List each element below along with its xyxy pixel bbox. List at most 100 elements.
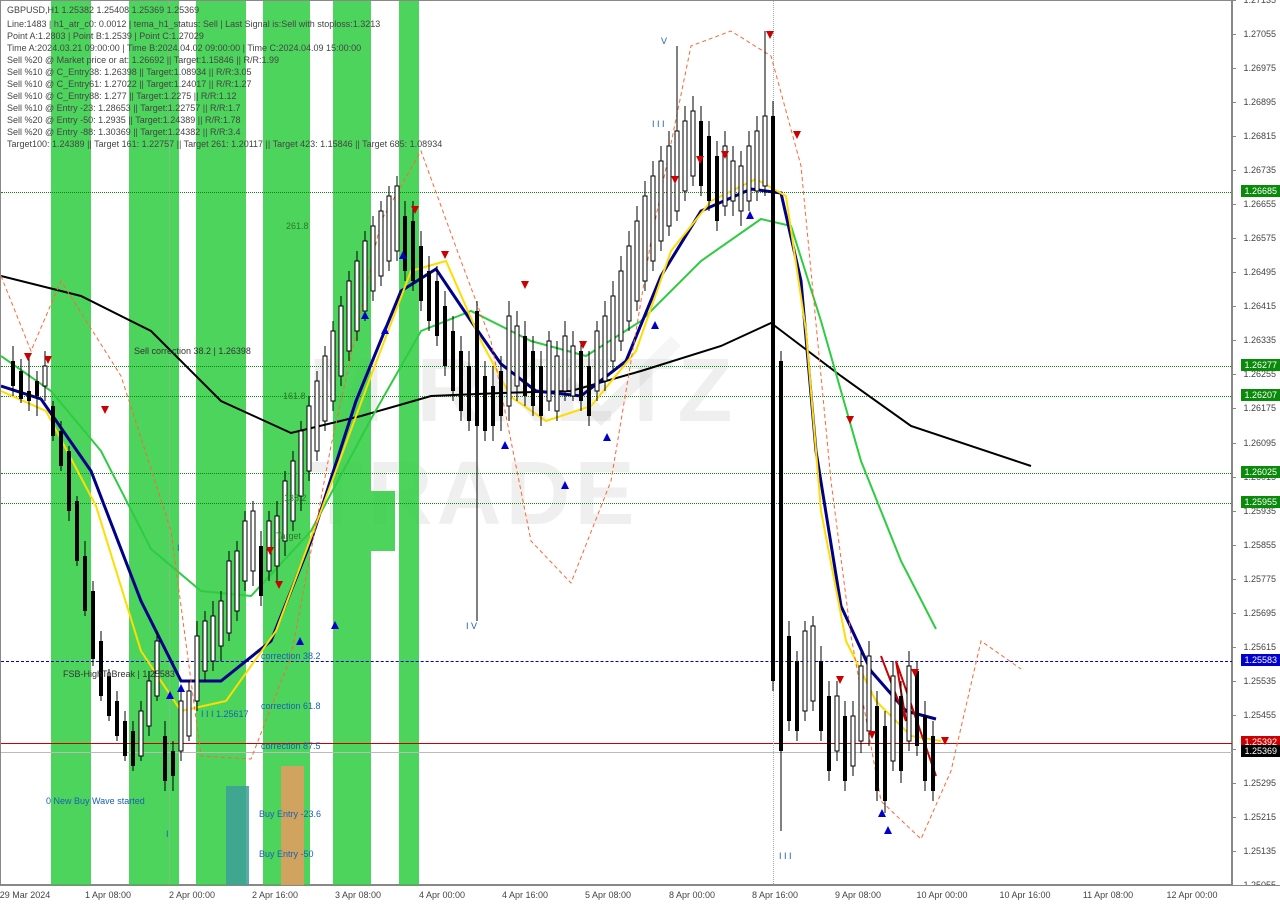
info-line: GBPUSD,H1 1.25382 1.25408 1.25369 1.2536…	[7, 5, 199, 15]
horizontal-level	[1, 473, 1233, 474]
y-tick-label: 1.26815	[1243, 131, 1276, 141]
arrow-down-icon	[275, 581, 283, 589]
x-tick-label: 5 Apr 08:00	[585, 890, 631, 900]
price-level-tag: 1.25955	[1241, 496, 1280, 508]
y-tick-label: 1.26735	[1243, 165, 1276, 175]
vertical-marker	[773, 1, 774, 886]
y-tick-label: 1.26175	[1243, 403, 1276, 413]
price-axis: 1.27135 1.27055 1.26975 1.26895 1.26815 1.267…	[1232, 0, 1280, 885]
info-line: Sell %20 @ Entry -50: 1.2935 || Target:1…	[7, 115, 240, 125]
info-line: Sell %10 @ Entry -23: 1.28653 || Target:…	[7, 103, 240, 113]
arrow-down-icon	[696, 156, 704, 164]
x-tick-label: 8 Apr 16:00	[752, 890, 798, 900]
arrow-down-icon	[766, 31, 774, 39]
y-tick-label: 1.26095	[1243, 438, 1276, 448]
chart-area[interactable]: M RKETZ TRADE 261.8161.8138.2Targetcorre…	[0, 0, 1232, 885]
y-tick-label: 1.25215	[1243, 812, 1276, 822]
x-tick-label: 1 Apr 08:00	[85, 890, 131, 900]
arrow-down-icon	[911, 669, 919, 677]
arrow-up-icon	[296, 637, 304, 645]
arrow-up-icon	[603, 433, 611, 441]
signal-zone-teal	[226, 786, 249, 886]
chart-label: 138.2	[284, 493, 307, 503]
chart-label: I I I	[652, 119, 665, 129]
x-tick-label: 8 Apr 00:00	[669, 890, 715, 900]
y-tick-label: 1.26895	[1243, 97, 1276, 107]
info-line: Point A:1.2803 | Point B:1.2539 | Point …	[7, 31, 204, 41]
arrow-down-icon	[266, 547, 274, 555]
price-level-tag: 1.25583	[1241, 654, 1280, 666]
arrow-up-icon	[884, 826, 892, 834]
chart-label: I	[177, 543, 180, 553]
chart-label: Buy Entry -23.6	[259, 809, 321, 819]
chart-label: Buy Entry -50	[259, 849, 314, 859]
arrow-down-icon	[793, 131, 801, 139]
chart-label: Sell correction 38.2 | 1.26398	[134, 346, 251, 356]
arrow-down-icon	[101, 406, 109, 414]
arrow-up-icon	[381, 326, 389, 334]
x-tick-label: 10 Apr 16:00	[999, 890, 1050, 900]
arrow-down-icon	[941, 737, 949, 745]
y-tick-label: 1.25535	[1243, 676, 1276, 686]
x-tick-label: 2 Apr 16:00	[252, 890, 298, 900]
horizontal-level	[1, 396, 1233, 397]
y-tick-label: 1.27055	[1243, 29, 1276, 39]
info-line: Sell %10 @ C_Entry61: 1.27022 || Target:…	[7, 79, 251, 89]
watermark-check-icon	[556, 331, 686, 431]
info-line: Sell %20 @ Market price or at: 1.26692 |…	[7, 55, 279, 65]
arrow-down-icon	[721, 151, 729, 159]
info-line: Sell %20 @ Entry -88: 1.30369 || Target:…	[7, 127, 240, 137]
chart-label: 161.8	[283, 391, 306, 401]
x-tick-label: 11 Apr 08:00	[1083, 890, 1133, 900]
arrow-down-icon	[846, 416, 854, 424]
x-tick-label: 29 Mar 2024	[0, 890, 50, 900]
arrow-up-icon	[878, 809, 886, 817]
info-line: Sell %10 @ C_Entry88: 1.277 || Target:1.…	[7, 91, 236, 101]
y-tick-label: 1.26415	[1243, 301, 1276, 311]
arrow-down-icon	[411, 206, 419, 214]
arrow-down-icon	[441, 251, 449, 259]
x-tick-label: 2 Apr 00:00	[169, 890, 215, 900]
info-line: Sell %10 @ C_Entry38: 1.26398 || Target:…	[7, 67, 251, 77]
arrow-down-icon	[579, 341, 587, 349]
price-level-tag: 1.26685	[1241, 185, 1280, 197]
info-line: Target100: 1.24389 || Target 161: 1.2275…	[7, 139, 442, 149]
arrow-up-icon	[399, 251, 407, 259]
arrow-down-icon	[868, 731, 876, 739]
y-tick-label: 1.25455	[1243, 710, 1276, 720]
x-tick-label: 3 Apr 08:00	[335, 890, 381, 900]
y-tick-label: 1.25135	[1243, 846, 1276, 856]
horizontal-level	[1, 752, 1233, 753]
time-axis: 29 Mar 2024 1 Apr 08:00 2 Apr 00:00 2 Apr 1…	[0, 885, 1280, 920]
signal-zone-green	[371, 491, 395, 551]
horizontal-level	[1, 366, 1233, 367]
x-tick-label: 9 Apr 08:00	[835, 890, 881, 900]
arrow-up-icon	[331, 621, 339, 629]
chart-label: V	[661, 36, 667, 46]
y-tick-label: 1.25855	[1243, 540, 1276, 550]
arrow-up-icon	[651, 321, 659, 329]
chart-label: FSB-HighToBreak | 1.25583	[63, 669, 175, 679]
y-tick-label: 1.26975	[1243, 63, 1276, 73]
chart-label: correction 38.2	[261, 651, 321, 661]
horizontal-level	[1, 503, 1233, 504]
chart-label: I I I 1.25617	[201, 709, 249, 719]
arrow-up-icon	[561, 481, 569, 489]
price-level-tag: 1.26025	[1241, 466, 1280, 478]
chart-label: I	[166, 829, 169, 839]
y-tick-label: 1.25295	[1243, 778, 1276, 788]
y-tick-label: 1.25615	[1243, 642, 1276, 652]
chart-label: 0 New Buy Wave started	[46, 796, 145, 806]
x-tick-label: 4 Apr 00:00	[419, 890, 465, 900]
horizontal-level	[1, 192, 1233, 193]
x-tick-label: 12 Apr 00:00	[1166, 890, 1217, 900]
y-tick-label: 1.25775	[1243, 574, 1276, 584]
arrow-up-icon	[166, 691, 174, 699]
chart-label: I I I	[779, 851, 792, 861]
chart-label: 261.8	[286, 221, 309, 231]
price-level-tag: 1.25369	[1241, 745, 1280, 757]
y-tick-label: 1.27135	[1243, 0, 1276, 5]
horizontal-level	[1, 661, 1233, 662]
arrow-down-icon	[836, 676, 844, 684]
arrow-up-icon	[746, 211, 754, 219]
